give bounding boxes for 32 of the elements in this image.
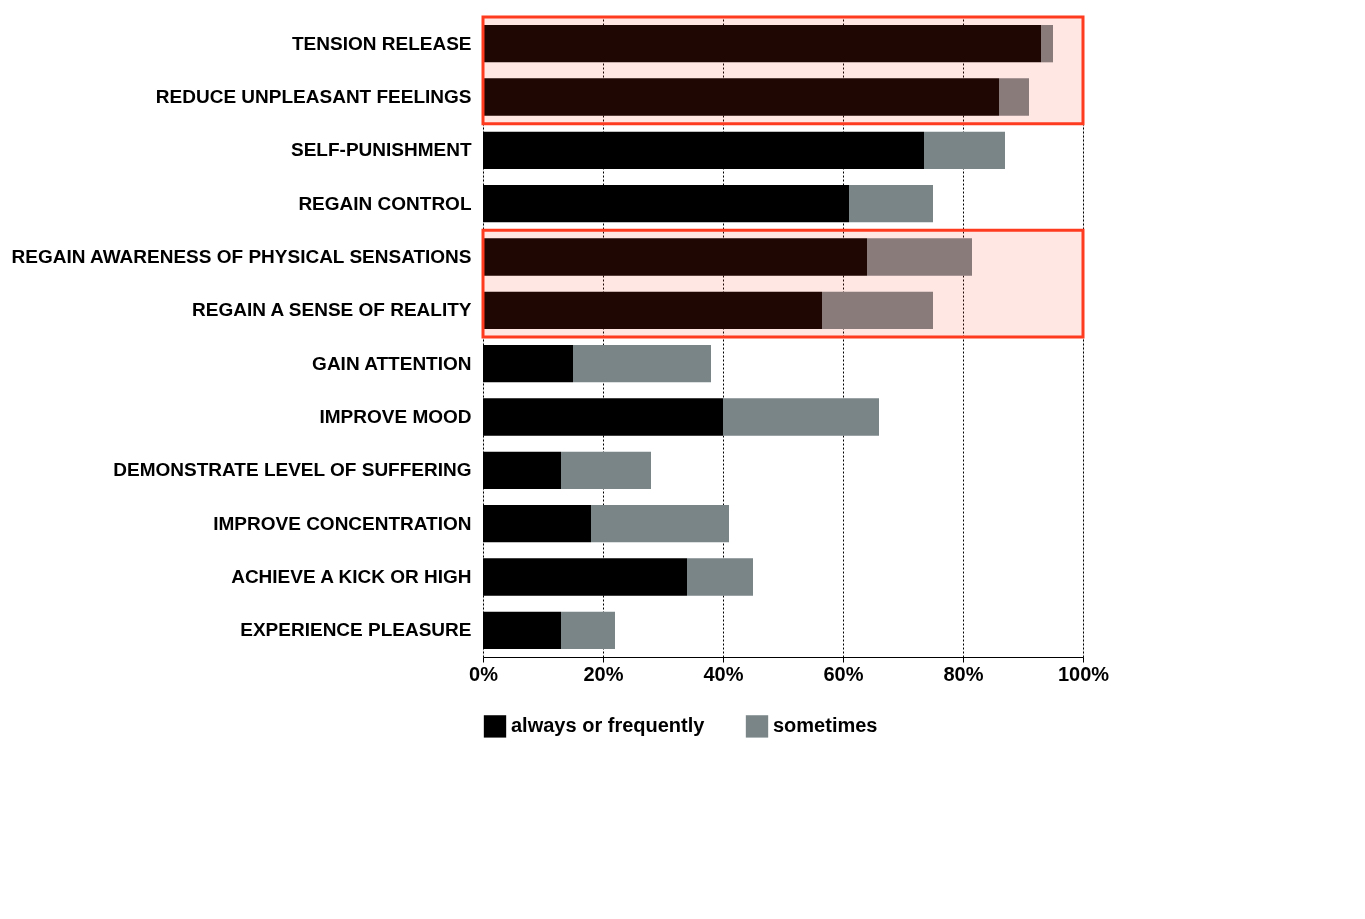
bar [924,131,1005,169]
bar [561,611,615,649]
y-tick-label: REGAIN A SENSE OF REALITY [192,299,472,321]
bar [999,78,1029,116]
bar [867,238,972,276]
y-tick-label: REDUCE UNPLEASANT FEELINGS [155,86,472,107]
y-tick-label: DEMONSTRATE LEVEL OF SUFFERING [113,459,472,481]
y-tick-label: IMPROVE MOOD [319,406,472,427]
x-tick-label: 60% [823,662,864,685]
y-tick-label: EXPERIENCE PLEASURE [240,619,472,641]
y-tick-label: REGAIN CONTROL [298,192,472,214]
bar [849,185,933,223]
bar [687,558,753,596]
y-tick-label: SELF-PUNISHMENT [291,139,472,161]
x-tick-label: 100% [1057,662,1110,685]
bar [1041,25,1053,63]
y-tick-label: TENSION RELEASE [292,32,472,54]
bar [591,505,729,543]
legend-label: sometimes [773,714,878,737]
x-tick-label: 80% [943,662,984,685]
legend-label: always or frequently [511,714,706,737]
bar [573,345,711,383]
x-tick-label: 20% [583,662,624,685]
y-tick-label: GAIN ATTENTION [312,352,472,374]
y-tick-label: IMPROVE CONCENTRATION [213,512,472,534]
bar [561,451,651,489]
y-tick-label: REGAIN AWARENESS OF PHYSICAL SENSATIONS [11,246,472,267]
bar [723,398,879,436]
bar [822,291,933,329]
x-tick-label: 0% [469,662,499,685]
x-tick-label: 40% [703,662,744,685]
y-tick-label: ACHIEVE A KICK OR HIGH [231,566,472,587]
